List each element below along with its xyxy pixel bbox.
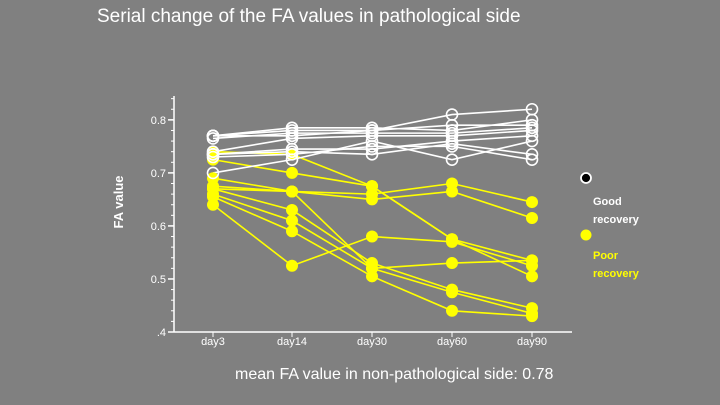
legend-marker-good	[580, 172, 592, 184]
data-point-good-8	[206, 150, 220, 164]
data-point-poor-9	[286, 185, 298, 198]
y-tick-label: 0.6	[151, 221, 166, 233]
chart-title: Serial change of the FA values in pathol…	[97, 6, 521, 27]
data-point-good-4	[525, 102, 539, 116]
data-point-poor-5	[286, 204, 298, 217]
x-tick-label: day60	[437, 336, 467, 348]
chart-annotation: mean FA value in non-pathological side: …	[235, 366, 554, 383]
data-point-poor-8	[366, 230, 378, 243]
data-point-poor-6	[446, 286, 458, 299]
legend-label-good-line2: recovery	[593, 214, 640, 226]
data-point-poor-6	[286, 214, 298, 227]
data-point-good-9	[285, 153, 299, 166]
legend-label-poor: Poor	[593, 250, 619, 262]
data-point-good-8	[285, 148, 299, 161]
data-point-good-9	[365, 134, 379, 148]
y-axis-title: FA value	[111, 176, 126, 229]
data-point-good-6	[525, 129, 539, 143]
data-point-poor-4	[446, 185, 458, 198]
data-point-poor-7	[286, 225, 298, 238]
data-point-poor-9	[526, 254, 538, 267]
series-points	[206, 102, 539, 323]
legend-marker-poor	[580, 229, 592, 241]
data-point-poor-8	[207, 198, 219, 211]
data-point-poor-9	[446, 257, 458, 270]
series-line-poor-7	[212, 196, 533, 317]
chart-legend: Good recovery Poor recovery	[580, 172, 640, 280]
data-point-good-4	[445, 108, 459, 121]
y-tick-label: 0.5	[151, 274, 166, 286]
data-point-poor-4	[526, 211, 538, 224]
data-point-good-4	[206, 129, 220, 143]
data-point-poor-7	[446, 304, 458, 317]
x-tick-label: day90	[517, 336, 547, 348]
data-point-good-9	[445, 153, 459, 166]
x-tick-label: day30	[357, 336, 387, 348]
data-point-poor-9	[207, 182, 219, 195]
y-tick-label: .4	[157, 327, 166, 339]
data-point-good-8	[525, 153, 539, 166]
data-point-good-7	[365, 148, 379, 161]
data-point-poor-4	[366, 193, 378, 206]
x-tick-label: day3	[201, 336, 225, 348]
y-tick-label: 0.7	[151, 168, 166, 180]
data-point-good-9	[525, 134, 539, 148]
data-point-poor-8	[446, 235, 458, 248]
data-point-good-9	[206, 166, 220, 180]
y-tick-label: 0.8	[151, 115, 166, 127]
data-point-poor-3	[526, 196, 538, 209]
data-point-poor-8	[286, 259, 298, 272]
data-point-poor-9	[366, 262, 378, 275]
data-point-poor-7	[526, 310, 538, 323]
data-point-poor-1	[526, 270, 538, 283]
x-tick-label: day14	[277, 336, 307, 348]
axis-labels: 0.8 0.7 0.6 0.5 .4 day3 day14 day30 day60 day90 FA…	[111, 115, 547, 348]
data-point-good-8	[365, 140, 379, 153]
data-point-good-7	[525, 148, 539, 161]
data-point-good-8	[445, 140, 459, 153]
chart-axes	[168, 96, 572, 337]
legend-label-poor-line2: recovery	[593, 268, 640, 280]
data-point-poor-2	[286, 166, 298, 179]
legend-label-good: Good	[593, 196, 622, 208]
